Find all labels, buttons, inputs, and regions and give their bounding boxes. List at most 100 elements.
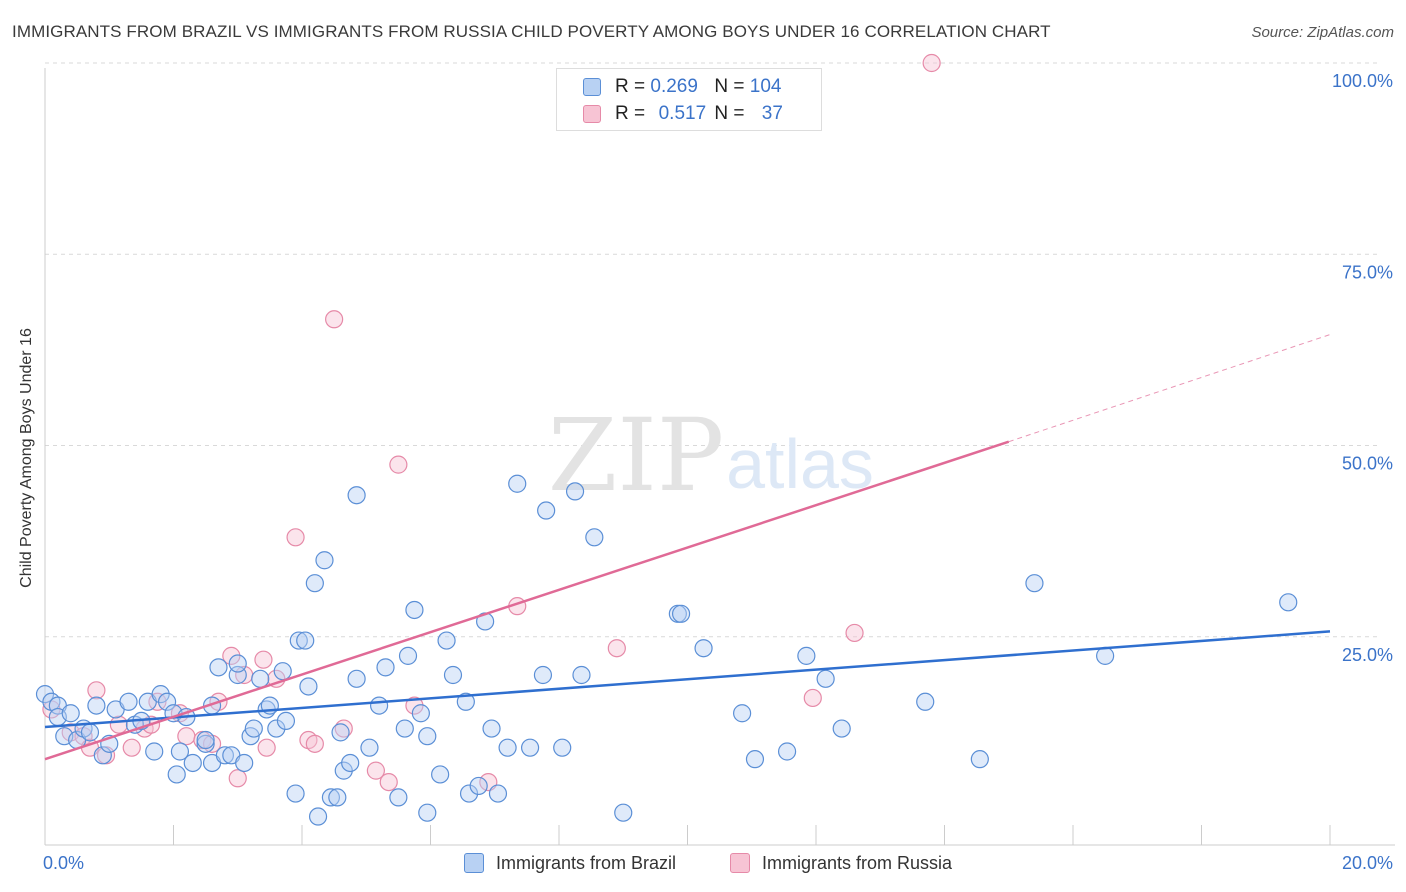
brazil-point (244, 719, 263, 738)
brazil-point (459, 784, 479, 803)
brazil-point (418, 727, 437, 746)
brazil-point (119, 692, 138, 711)
brazil-point (533, 665, 553, 685)
bottom-russia-label: Immigrants from Russia (762, 852, 953, 873)
russia-point (228, 769, 247, 788)
brazil-point (395, 719, 414, 738)
russia-r-value: 0.517 (658, 103, 707, 124)
brazil-r-label: R = (615, 76, 646, 97)
brazil-point (572, 665, 591, 685)
x-tick-label-max: 20.0% (1342, 853, 1393, 873)
brazil-point (398, 646, 418, 665)
brazil-point (431, 765, 450, 784)
bottom-russia-swatch (730, 853, 750, 873)
bottom-legend-russia: Immigrants from Russia (730, 851, 952, 875)
russia-point (607, 639, 626, 658)
brazil-point (196, 734, 215, 753)
brazil-n-label: N = (714, 76, 745, 97)
brazil-point (296, 631, 315, 650)
russia-point (87, 681, 106, 700)
brazil-point (341, 753, 360, 773)
brazil-point (347, 669, 366, 688)
brazil-point (482, 719, 501, 738)
tick-labels: 25.0% 50.0% 75.0% 100.0% 0.0% 20.0% (43, 71, 1393, 873)
legend-row-russia: R = 0.517 N = 37 (583, 102, 783, 126)
source-label: Source: ZipAtlas.com (1251, 24, 1394, 41)
brazil-point (305, 574, 324, 593)
russia-point (389, 455, 408, 474)
russia-n-label: N = (714, 103, 745, 124)
grid-lines (45, 62, 1380, 638)
brazil-point (235, 753, 254, 773)
brazil-point (286, 784, 305, 803)
brazil-point (299, 677, 318, 696)
brazil-point (251, 669, 270, 688)
russia-point (845, 623, 864, 643)
brazil-point (456, 692, 475, 711)
brazil-point (832, 719, 851, 738)
brazil-point (816, 669, 835, 688)
brazil-point (1279, 593, 1298, 612)
watermark: ZIP atlas (548, 397, 874, 514)
brazil-point (289, 631, 308, 650)
russia-point (305, 734, 324, 753)
brazil-point (745, 750, 765, 769)
brazil-point (228, 654, 247, 673)
brazil-point (376, 658, 395, 677)
brazil-point (797, 646, 816, 665)
brazil-point (405, 600, 424, 620)
brazil-swatch (583, 78, 601, 96)
brazil-point (370, 696, 389, 715)
brazil-point (331, 723, 350, 742)
bottom-brazil-swatch (464, 853, 484, 873)
brazil-point (61, 704, 80, 723)
x-tick-label-min: 0.0% (43, 853, 84, 873)
bottom-legend-brazil: Immigrants from Brazil (464, 851, 676, 875)
brazil-point (970, 750, 989, 769)
brazil-point (437, 631, 456, 650)
brazil-point (267, 719, 286, 738)
brazil-point (87, 696, 106, 715)
series-russia (42, 53, 941, 792)
brazil-point (360, 738, 379, 757)
correlation-legend: R = 0.269 N = 104 R = 0.517 N = 37 (556, 68, 822, 131)
brazil-point (520, 738, 540, 757)
russia-point (122, 738, 141, 757)
brazil-point (347, 486, 366, 505)
russia-trend-extension (1008, 334, 1331, 443)
brazil-point (585, 528, 604, 547)
brazil-point (733, 704, 752, 723)
brazil-point (1025, 574, 1044, 593)
brazil-point (196, 730, 215, 750)
chart-title: IMMIGRANTS FROM BRAZIL VS IMMIGRANTS FRO… (12, 22, 1051, 41)
y-axis-label: Child Poverty Among Boys Under 16 (18, 328, 35, 588)
brazil-point (469, 776, 488, 796)
brazil-point (614, 803, 633, 822)
russia-trend-line (44, 440, 1010, 761)
brazil-point (565, 482, 585, 501)
y-tick-label: 75.0% (1342, 262, 1393, 282)
russia-point (379, 772, 398, 792)
brazil-point (93, 746, 112, 765)
brazil-point (273, 662, 292, 681)
brazil-point (80, 723, 100, 742)
watermark-zip: ZIP (548, 397, 724, 514)
brazil-point (1096, 646, 1115, 665)
y-tick-label: 100.0% (1332, 71, 1393, 91)
watermark-atlas: atlas (726, 425, 874, 503)
brazil-point (498, 738, 517, 757)
brazil-point (553, 738, 572, 757)
brazil-point (321, 788, 341, 807)
brazil-point (157, 692, 177, 711)
brazil-point (276, 711, 296, 731)
brazil-point (694, 639, 713, 658)
russia-r-label: R = (615, 103, 646, 124)
brazil-point (215, 746, 234, 765)
russia-swatch (583, 105, 601, 123)
brazil-point (777, 742, 797, 761)
brazil-point (488, 784, 508, 803)
russia-point (109, 715, 128, 734)
brazil-n-value: 104 (749, 76, 782, 97)
brazil-point (443, 665, 463, 685)
